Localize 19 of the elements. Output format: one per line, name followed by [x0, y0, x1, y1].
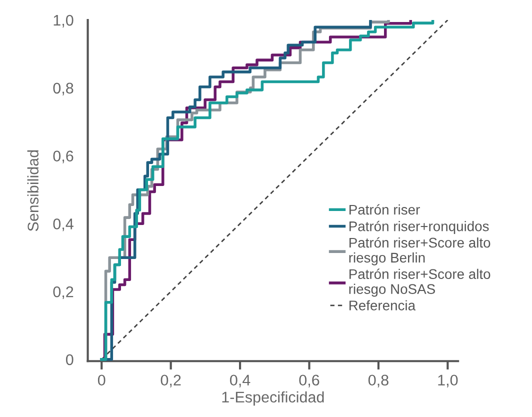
x-tick-label: 0,8 — [368, 374, 388, 388]
x-tick-label: 1,0 — [438, 374, 458, 388]
x-tick-label: 0,4 — [230, 374, 250, 388]
y-tick-label: 0,4 — [53, 218, 74, 232]
legend-label: Patrón riser+Score alto riesgo NoSAS — [349, 268, 490, 297]
y-tick-label: 0,2 — [53, 286, 74, 300]
y-tick-label: 1,0 — [54, 14, 74, 28]
y-tick-label: 0,8 — [53, 82, 74, 96]
legend-label: Referencia — [350, 300, 416, 310]
x-axis-title: 1-Especificidad — [222, 391, 324, 406]
y-tick-label: 0 — [66, 354, 74, 366]
legend-label: Patrón riser+ronquidos — [350, 220, 489, 234]
y-tick-label: 0,6 — [53, 150, 74, 164]
y-axis-title: Sensibilidad — [27, 150, 39, 232]
legend-label: Patrón riser+Score alto riesgo Berlin — [349, 237, 490, 266]
x-tick-label: 0,2 — [160, 374, 181, 388]
x-tick-label: 0,6 — [299, 374, 320, 388]
x-tick-label: 0 — [98, 374, 106, 386]
legend-label: Patrón riser — [350, 204, 420, 215]
